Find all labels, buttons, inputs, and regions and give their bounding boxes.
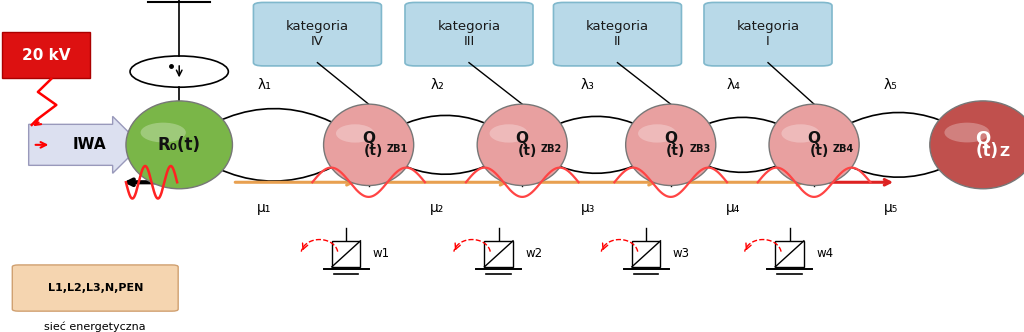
Text: ZB3: ZB3	[689, 144, 711, 154]
Text: μ₄: μ₄	[726, 201, 740, 215]
Bar	[632, 241, 660, 267]
Text: λ₄: λ₄	[726, 78, 740, 92]
FancyArrowPatch shape	[181, 109, 365, 143]
Ellipse shape	[769, 104, 859, 186]
Text: w1: w1	[373, 247, 390, 260]
Text: ZB1: ZB1	[387, 144, 409, 154]
Text: Z: Z	[999, 145, 1010, 159]
Ellipse shape	[140, 123, 186, 142]
Ellipse shape	[336, 124, 375, 143]
Bar	[332, 241, 360, 267]
Ellipse shape	[126, 101, 232, 189]
Text: (t): (t)	[667, 144, 685, 158]
Text: ZB4: ZB4	[833, 144, 854, 154]
Text: (t): (t)	[365, 144, 383, 158]
Text: kategoria
II: kategoria II	[586, 20, 649, 48]
Ellipse shape	[638, 124, 677, 143]
Bar	[775, 241, 804, 267]
Text: Q: Q	[808, 131, 820, 146]
FancyArrowPatch shape	[373, 146, 520, 174]
Text: kategoria
I: kategoria I	[736, 20, 800, 48]
Text: μ₅: μ₅	[884, 201, 898, 215]
FancyArrowPatch shape	[371, 116, 518, 143]
Text: μ₃: μ₃	[581, 201, 595, 215]
Text: ZB2: ZB2	[541, 144, 562, 154]
Text: IWA: IWA	[73, 137, 105, 152]
Text: λ₁: λ₁	[257, 78, 271, 92]
FancyArrowPatch shape	[524, 116, 667, 143]
Text: w2: w2	[525, 247, 543, 260]
FancyBboxPatch shape	[705, 2, 831, 66]
Text: kategoria
III: kategoria III	[437, 20, 501, 48]
Ellipse shape	[944, 123, 989, 142]
Text: L1,L2,L3,N,PEN: L1,L2,L3,N,PEN	[47, 283, 143, 293]
Bar	[484, 241, 513, 267]
FancyArrow shape	[29, 116, 141, 173]
FancyBboxPatch shape	[12, 265, 178, 311]
Text: w3: w3	[673, 247, 690, 260]
FancyArrowPatch shape	[675, 146, 812, 172]
Text: R₀(t): R₀(t)	[158, 136, 201, 154]
Text: kategoria
IV: kategoria IV	[286, 20, 349, 48]
Text: (t): (t)	[810, 144, 828, 158]
FancyArrowPatch shape	[818, 146, 981, 177]
Text: λ₃: λ₃	[581, 78, 595, 92]
Ellipse shape	[324, 104, 414, 186]
Text: μ₁: μ₁	[257, 201, 271, 215]
FancyBboxPatch shape	[2, 33, 90, 78]
Text: w4: w4	[816, 247, 834, 260]
FancyArrowPatch shape	[673, 117, 810, 143]
Text: sieć energetyczna: sieć energetyczna	[44, 322, 146, 332]
Text: μ₂: μ₂	[430, 201, 444, 215]
FancyBboxPatch shape	[553, 2, 682, 66]
Text: (t): (t)	[976, 142, 998, 160]
Text: Q: Q	[976, 130, 990, 148]
Text: Q: Q	[665, 131, 677, 146]
FancyArrowPatch shape	[183, 146, 367, 181]
Text: Q: Q	[362, 131, 375, 146]
Ellipse shape	[930, 101, 1024, 189]
Text: Q: Q	[516, 131, 528, 146]
Ellipse shape	[781, 124, 820, 143]
Ellipse shape	[489, 124, 528, 143]
Text: λ₂: λ₂	[430, 78, 444, 92]
FancyArrowPatch shape	[526, 146, 669, 173]
FancyBboxPatch shape	[254, 2, 381, 66]
Text: λ₅: λ₅	[884, 78, 898, 92]
FancyBboxPatch shape	[406, 2, 532, 66]
Text: (t): (t)	[518, 144, 537, 158]
FancyArrowPatch shape	[816, 113, 979, 143]
Ellipse shape	[626, 104, 716, 186]
Ellipse shape	[477, 104, 567, 186]
Text: 20 kV: 20 kV	[22, 48, 71, 63]
